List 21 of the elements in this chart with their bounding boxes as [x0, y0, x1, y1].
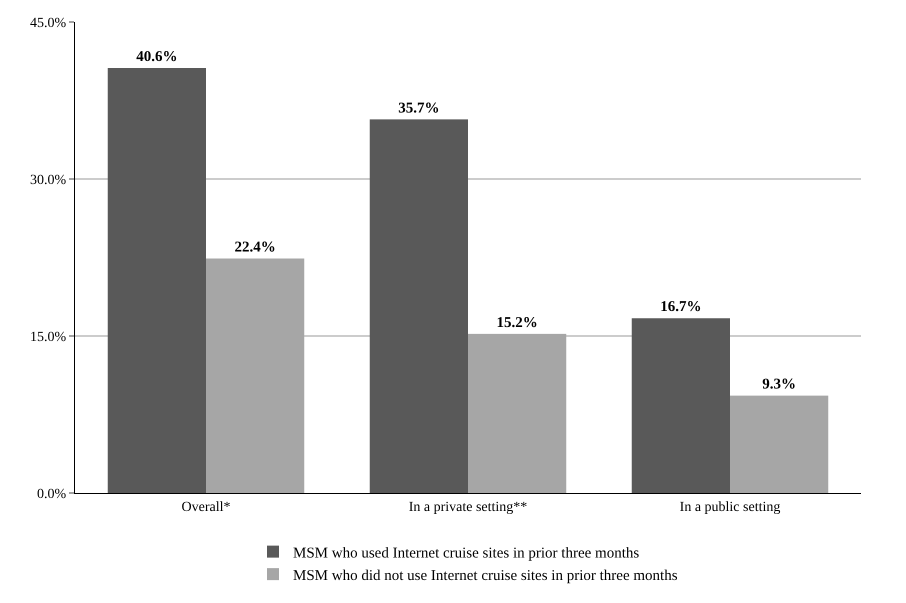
data-label: 35.7% — [398, 100, 440, 116]
data-label: 16.7% — [660, 299, 702, 316]
bar — [108, 68, 206, 493]
bar — [468, 334, 566, 493]
bar — [370, 119, 468, 493]
x-tick-label: In a public setting — [680, 500, 780, 515]
legend-label: MSM who used Internet cruise sites in prior three months — [293, 545, 640, 562]
data-label: 22.4% — [234, 240, 276, 256]
y-tick-label: 0.0% — [37, 486, 67, 502]
x-tick-label: Overall* — [182, 500, 230, 515]
bar — [730, 396, 828, 493]
bar — [206, 258, 304, 493]
y-tick-label: 30.0% — [30, 172, 67, 188]
bar — [632, 318, 730, 493]
y-tick-label: 15.0% — [30, 330, 67, 345]
data-label: 15.2% — [496, 314, 538, 331]
data-label: 9.3% — [762, 376, 796, 393]
x-tick-label: In a private setting** — [408, 500, 528, 515]
data-label: 40.6% — [136, 49, 178, 66]
y-tick-label: 45.0% — [30, 16, 67, 31]
legend-label: MSM who did not use Internet cruise sites in prior three months — [293, 568, 678, 584]
